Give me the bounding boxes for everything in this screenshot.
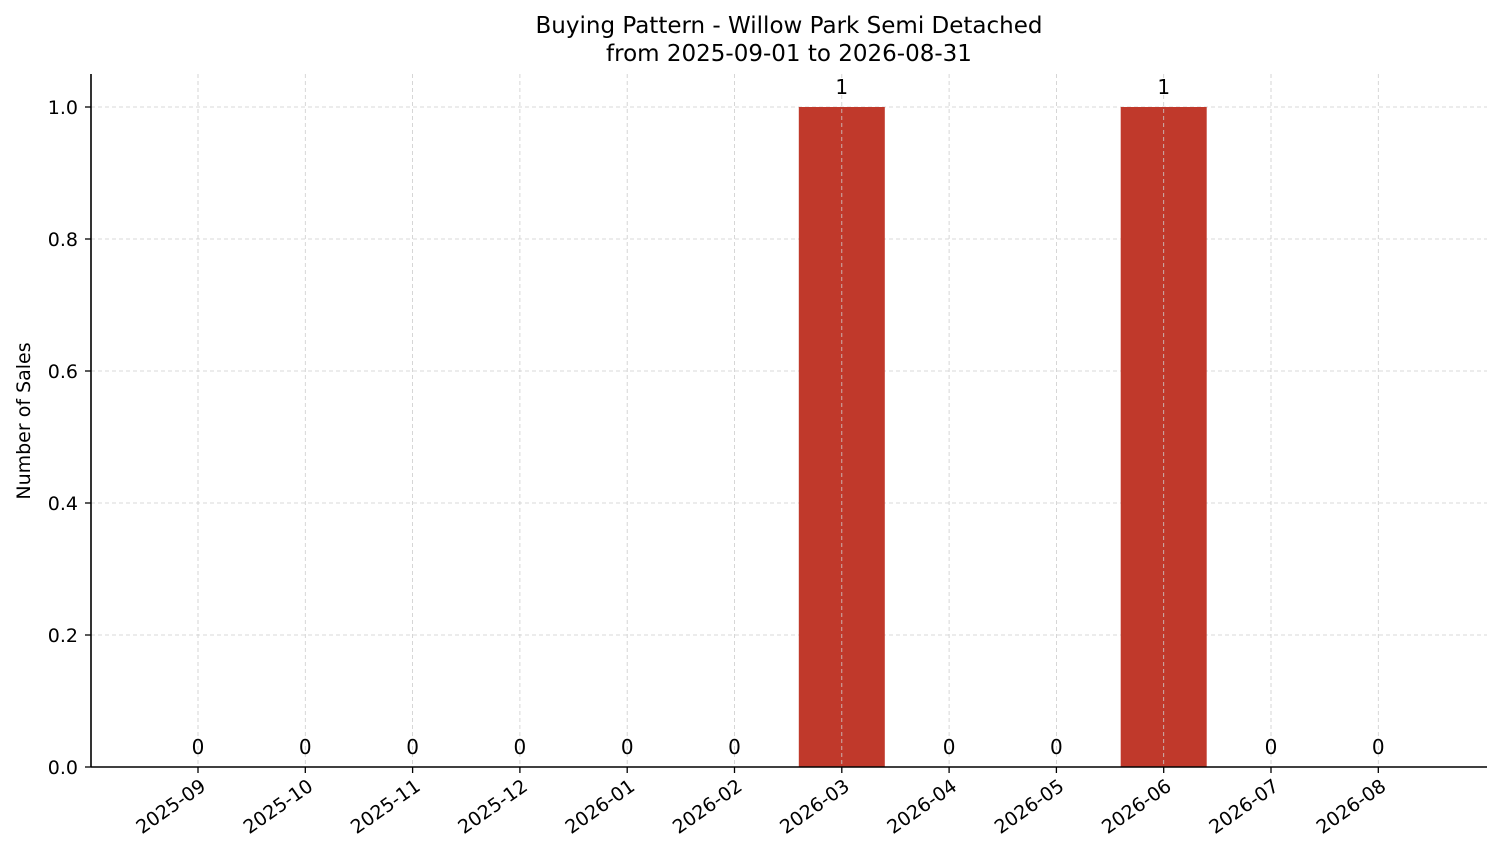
y-tick-label: 0.4 [48,493,78,515]
data-label: 0 [514,735,527,759]
data-label: 0 [1050,735,1063,759]
grid-lines [91,106,1487,636]
y-tick-label: 0.6 [48,361,78,383]
bar-2026-06 [1120,107,1207,767]
data-label: 0 [1372,735,1385,759]
y-axis-label: Number of Sales [13,342,35,499]
x-tick-label: 2026-08 [1313,775,1391,839]
x-tick-label: 2025-11 [347,775,425,839]
data-label: 0 [728,735,741,759]
data-label: 0 [192,735,205,759]
x-tick-label: 2026-05 [991,775,1069,839]
chart-subtitle: from 2025-09-01 to 2026-08-31 [606,41,972,67]
data-label: 0 [299,735,312,759]
data-label: 0 [406,735,419,759]
data-label: 0 [1265,735,1278,759]
x-tick-label: 2025-10 [240,775,318,839]
x-tick-label: 2026-04 [883,775,961,839]
x-tick-label: 2026-01 [561,775,639,839]
y-tick-label: 0.0 [48,757,78,779]
data-label: 0 [621,735,634,759]
data-label: 0 [943,735,956,759]
x-tick-label: 2025-09 [132,775,210,839]
y-tick-label: 0.8 [48,229,78,251]
bar-2026-03 [798,107,885,767]
axes: 0.0 0.2 0.4 0.6 0.8 1.0 2025-09 2025-10 2025-11 2… [48,74,1487,839]
x-tick-label: 2026-06 [1098,775,1176,839]
x-tick-label: 2026-03 [776,775,854,839]
x-tick-label: 2025-12 [454,775,532,839]
x-tick-label: 2026-07 [1205,775,1283,839]
y-tick-label: 1.0 [48,97,78,119]
data-label: 1 [1157,75,1170,99]
x-tick-label: 2026-02 [669,775,747,839]
y-tick-label: 0.2 [48,625,78,647]
data-labels: 0 0 0 0 0 0 1 0 0 1 0 0 [192,75,1385,759]
chart-title: Buying Pattern - Willow Park Semi Detach… [536,13,1043,39]
bars [798,107,1207,767]
data-label: 1 [835,75,848,99]
